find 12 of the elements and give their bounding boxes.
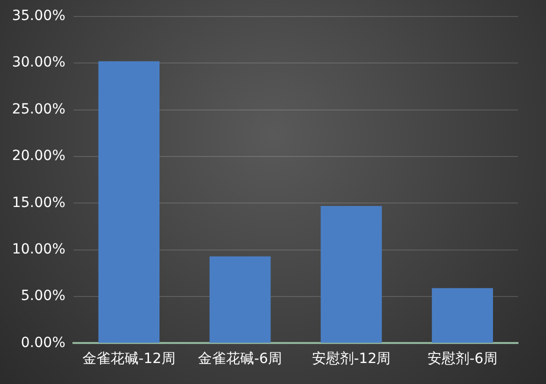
x-tick-label: 安慰剂-6周 <box>427 351 498 368</box>
y-tick-label: 35.00% <box>12 8 66 24</box>
y-tick-label: 5.00% <box>20 288 66 304</box>
y-tick-label: 30.00% <box>12 54 66 71</box>
y-tick-label: 25.00% <box>12 101 66 118</box>
y-tick-label: 10.00% <box>12 241 66 258</box>
y-tick-label: 15.00% <box>12 194 66 211</box>
x-tick-label: 金雀花碱-6周 <box>198 351 282 368</box>
y-tick-label: 20.00% <box>12 148 66 164</box>
y-tick-label: 0.00% <box>20 334 66 351</box>
x-tick-label: 金雀花碱-12周 <box>82 351 176 368</box>
x-tick-label: 安慰剂-12周 <box>312 351 391 368</box>
